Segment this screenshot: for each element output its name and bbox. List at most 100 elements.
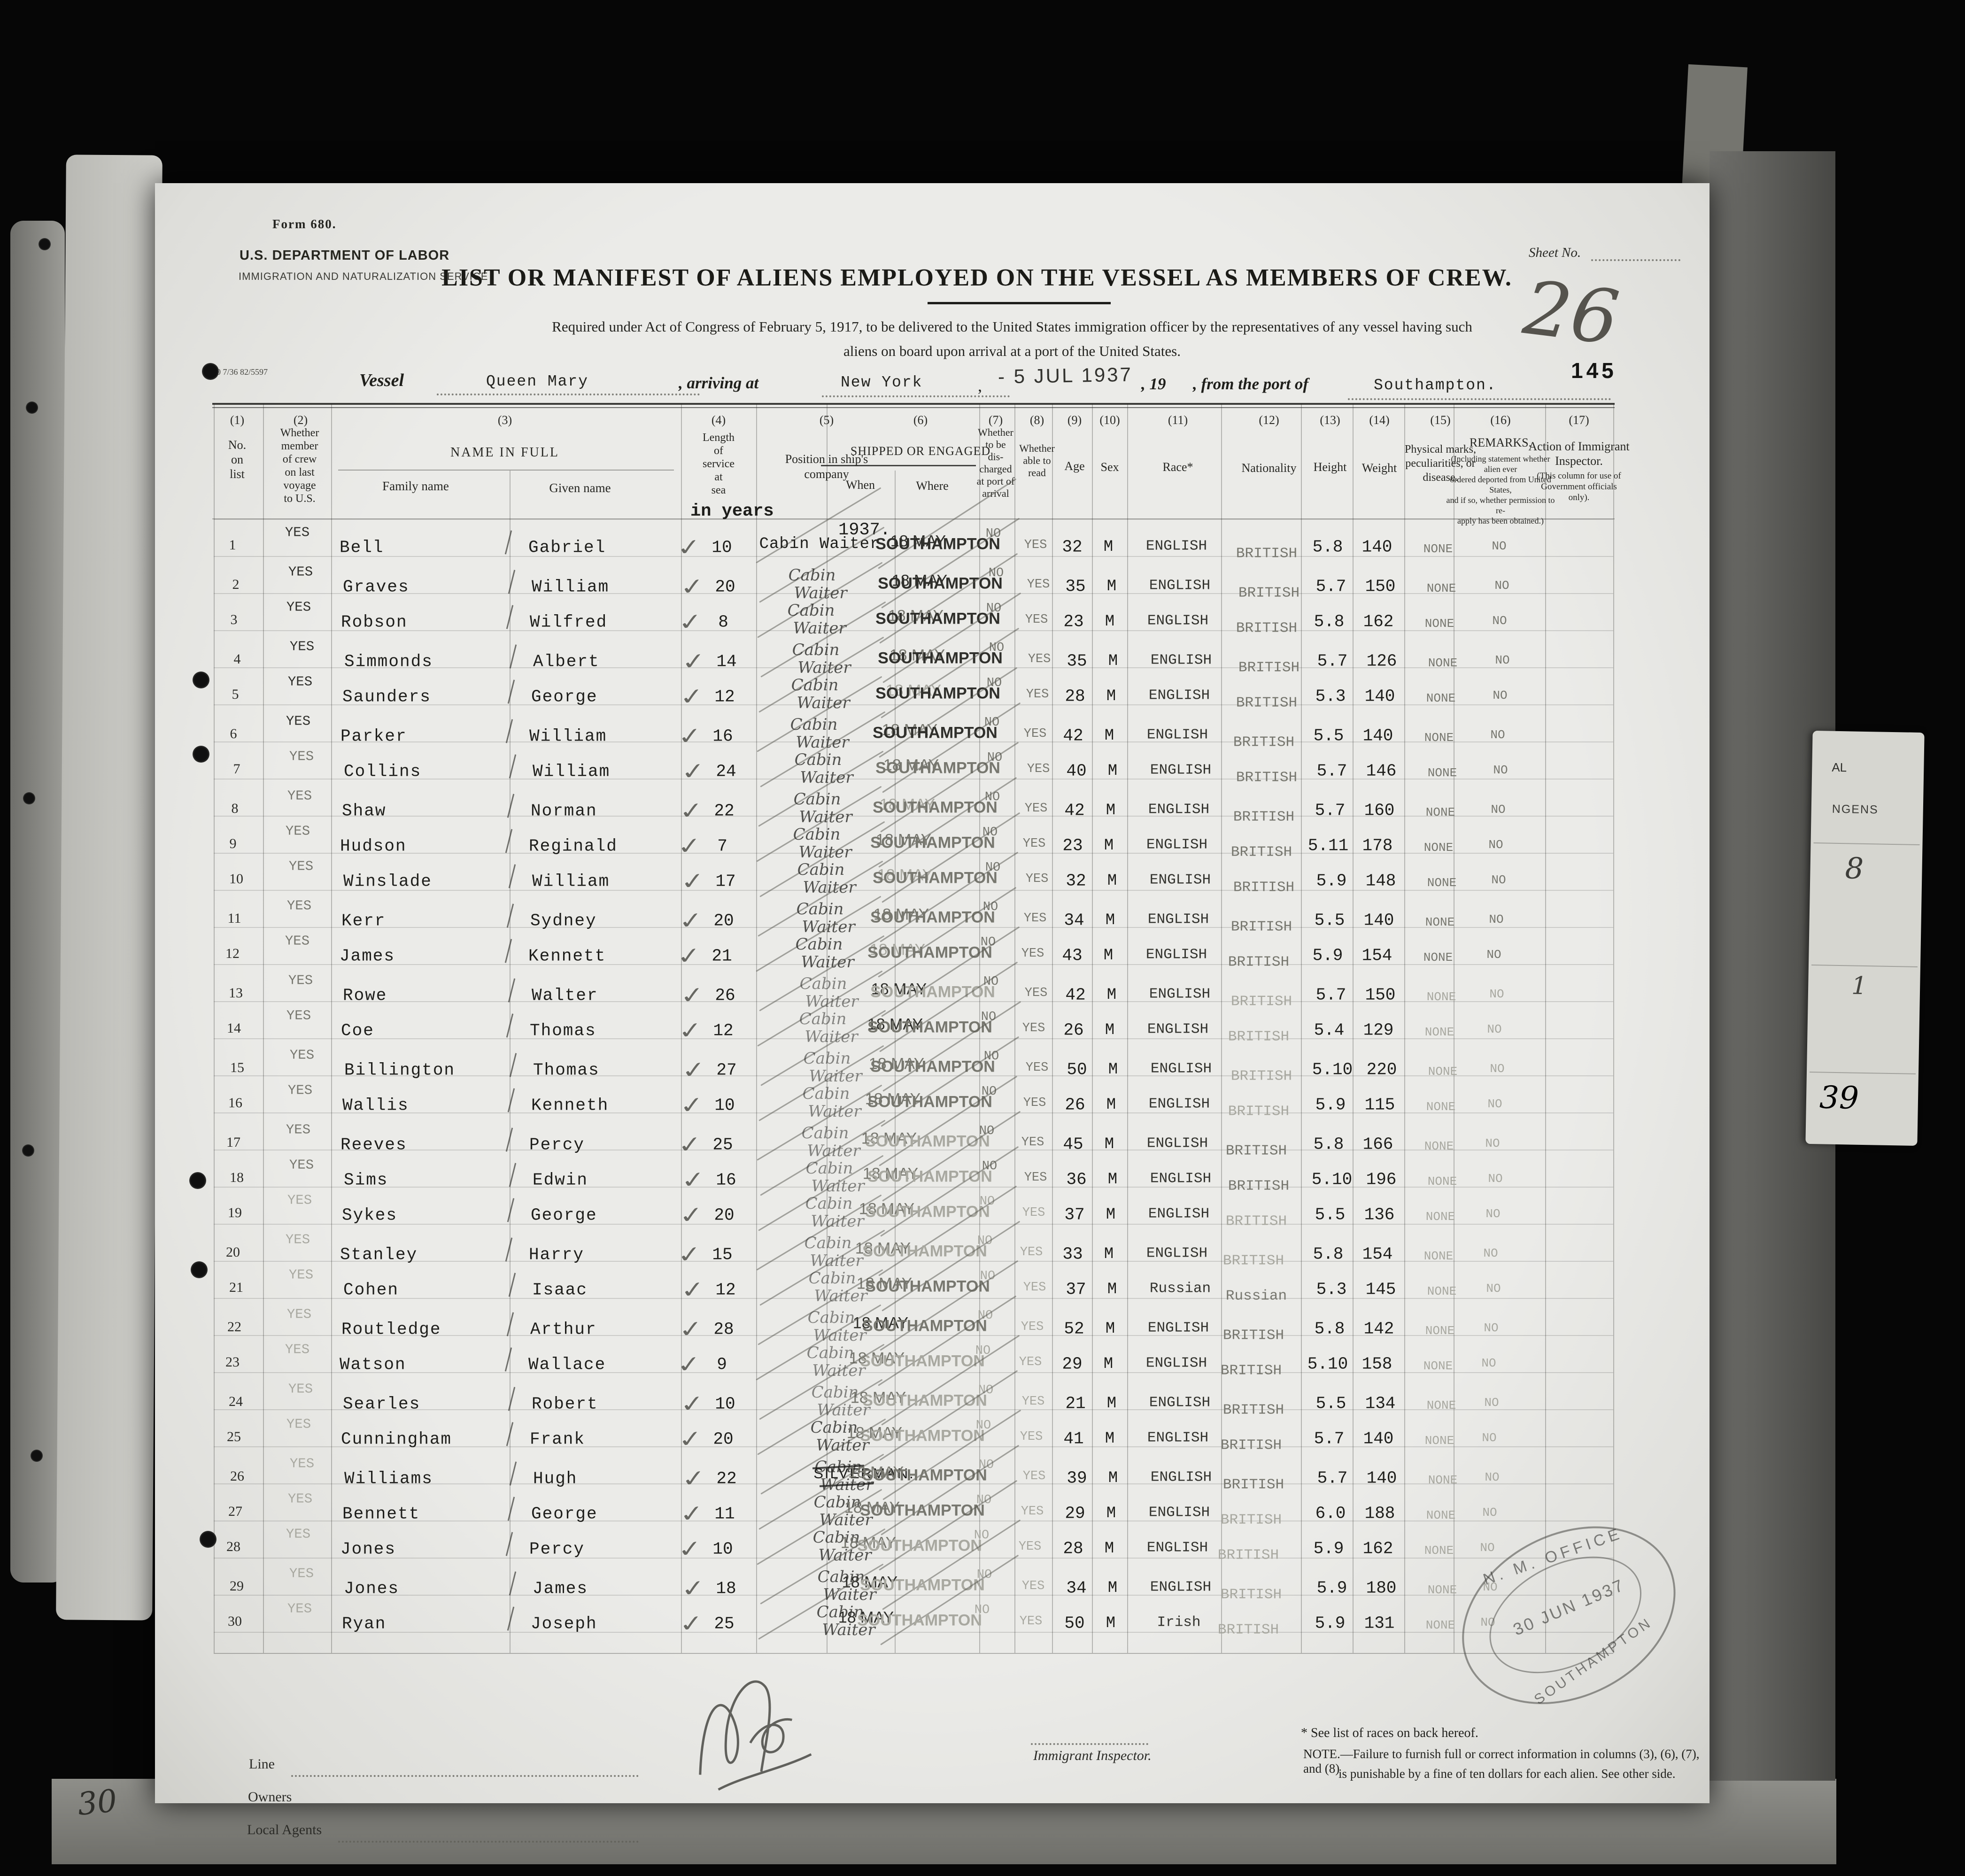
cell-age: 41 bbox=[1063, 1429, 1084, 1449]
cell-position-line1: Cabin bbox=[805, 1159, 853, 1178]
cell-weight: 180 bbox=[1366, 1578, 1397, 1598]
owners-label: Owners bbox=[248, 1789, 292, 1805]
cell-height: 5.8 bbox=[1313, 1244, 1344, 1264]
cell-position-line1: Cabin bbox=[813, 1493, 861, 1512]
cell-marks: NONE bbox=[1426, 990, 1456, 1004]
cell-service: 8 bbox=[718, 612, 728, 632]
cell-service: 15 bbox=[712, 1245, 733, 1265]
cell-remarks: NO bbox=[1493, 688, 1508, 703]
title-underline bbox=[928, 302, 1111, 304]
inspector-slash-mark bbox=[881, 627, 1020, 718]
cell-weight: 158 bbox=[1362, 1354, 1393, 1374]
cell-where: SOUTHAMPTON bbox=[862, 1466, 987, 1484]
cell-position-line1: Cabin bbox=[792, 641, 840, 659]
cell-position-line2: Waiter bbox=[817, 1401, 870, 1420]
cell-read: YES bbox=[1027, 578, 1050, 592]
cell-where: SOUTHAMPTON bbox=[860, 1352, 985, 1370]
inspector-slash-mark bbox=[881, 1335, 1020, 1426]
inspector-slash-mark bbox=[882, 702, 1021, 793]
cell-sex: M bbox=[1107, 1171, 1118, 1189]
table-column-line bbox=[756, 404, 757, 1653]
cell-read: YES bbox=[1024, 802, 1048, 816]
col-number: (10) bbox=[1099, 413, 1120, 427]
cell-no: 16 bbox=[228, 1095, 242, 1111]
binder-hole bbox=[22, 1144, 34, 1157]
year-19-label: , 19 bbox=[1141, 375, 1166, 393]
cell-given: Norman bbox=[531, 801, 597, 821]
cell-read: YES bbox=[1024, 1171, 1047, 1185]
cell-weight: 140 bbox=[1366, 1468, 1397, 1488]
cell-no: 12 bbox=[225, 946, 240, 961]
cell-no: 19 bbox=[228, 1205, 242, 1220]
table-row-line bbox=[214, 927, 1613, 928]
cell-weight: 140 bbox=[1364, 687, 1395, 706]
cell-weight: 154 bbox=[1362, 1244, 1393, 1264]
cell-member: YES bbox=[289, 639, 315, 655]
cell-marks: NONE bbox=[1426, 1398, 1456, 1413]
cell-member: YES bbox=[288, 973, 313, 988]
cell-weight: 134 bbox=[1365, 1394, 1396, 1413]
cell-given: Frank bbox=[530, 1429, 586, 1449]
cell-service: 12 bbox=[713, 1021, 734, 1041]
col-header-read: Whether able to read bbox=[1019, 442, 1055, 479]
cell-given: Sydney bbox=[530, 911, 597, 931]
cell-where: SOUTHAMPTON bbox=[875, 759, 1000, 777]
cell-remarks: NO bbox=[1488, 1172, 1503, 1186]
table-row-line bbox=[214, 1632, 1613, 1633]
cell-nationality: BRITISH bbox=[1233, 809, 1295, 826]
col-number: (17) bbox=[1569, 413, 1589, 427]
cell-member: YES bbox=[288, 1381, 313, 1397]
service-check-mark: ✓ bbox=[680, 1465, 708, 1492]
col-number: (9) bbox=[1067, 413, 1082, 427]
cell-weight: 166 bbox=[1362, 1135, 1393, 1154]
cell-age: 52 bbox=[1064, 1319, 1084, 1339]
cell-height: 5.7 bbox=[1316, 761, 1347, 781]
table-column-subline bbox=[510, 471, 511, 1653]
name-tick-mark bbox=[507, 794, 515, 818]
cell-age: 37 bbox=[1064, 1205, 1085, 1225]
cell-remarks: NO bbox=[1482, 1431, 1497, 1445]
cell-where: SOUTHAMPTON bbox=[878, 574, 1003, 593]
service-check-mark: ✓ bbox=[675, 1351, 703, 1378]
cell-given: Gabriel bbox=[528, 538, 606, 557]
cell-no: 15 bbox=[230, 1060, 244, 1075]
form-code: Form 680. bbox=[272, 217, 337, 231]
crew-rows: 1 YES Bell Gabriel ✓ 10 Cabin Waiter 18 MAY SOUT… bbox=[155, 183, 1710, 1803]
cell-age: 23 bbox=[1063, 612, 1084, 632]
cell-age: 32 bbox=[1062, 537, 1083, 557]
cell-no: 2 bbox=[232, 577, 240, 592]
cell-nationality: BRITISH bbox=[1225, 1143, 1287, 1159]
cell-sex: M bbox=[1108, 1469, 1118, 1487]
cell-height: 5.8 bbox=[1314, 1319, 1345, 1339]
col-number: (13) bbox=[1320, 413, 1340, 427]
cell-given: Thomas bbox=[530, 1021, 596, 1041]
service-check-mark: ✓ bbox=[675, 942, 703, 970]
cell-nationality: BRITISH bbox=[1220, 1437, 1282, 1454]
cell-weight: 162 bbox=[1363, 612, 1394, 632]
table-column-line bbox=[263, 404, 264, 1653]
cell-position: Cabin Waiter bbox=[759, 535, 880, 553]
cell-nationality: BRITISH bbox=[1236, 620, 1298, 637]
cell-age: 28 bbox=[1063, 1539, 1083, 1559]
cell-service: 16 bbox=[712, 726, 733, 746]
cell-family: Ryan bbox=[342, 1614, 387, 1634]
cell-height: 5.5 bbox=[1315, 1205, 1346, 1225]
cell-position-line2: Waiter bbox=[793, 619, 846, 638]
arriving-at-label: , arriving at bbox=[679, 374, 759, 392]
cell-family: Kerr bbox=[341, 911, 386, 931]
table-row-line bbox=[214, 816, 1613, 817]
cell-given: Kenneth bbox=[531, 1096, 609, 1115]
cell-read: YES bbox=[1024, 538, 1047, 552]
cell-height: 5.7 bbox=[1317, 651, 1348, 671]
cell-given: Percy bbox=[529, 1135, 585, 1155]
cell-service: 20 bbox=[715, 577, 735, 597]
cell-read: YES bbox=[1023, 1281, 1046, 1295]
cell-no: 4 bbox=[233, 651, 241, 667]
cell-position-line1: Cabin bbox=[796, 900, 844, 919]
cell-position-line1: Cabin bbox=[797, 860, 845, 879]
cell-no: 3 bbox=[230, 612, 238, 627]
cell-when: 18 MAY bbox=[890, 532, 946, 550]
binder-hole bbox=[39, 238, 51, 250]
cell-no: 27 bbox=[228, 1504, 242, 1519]
note-line2: is punishable by a fine of ten dollars f… bbox=[1338, 1767, 1676, 1781]
